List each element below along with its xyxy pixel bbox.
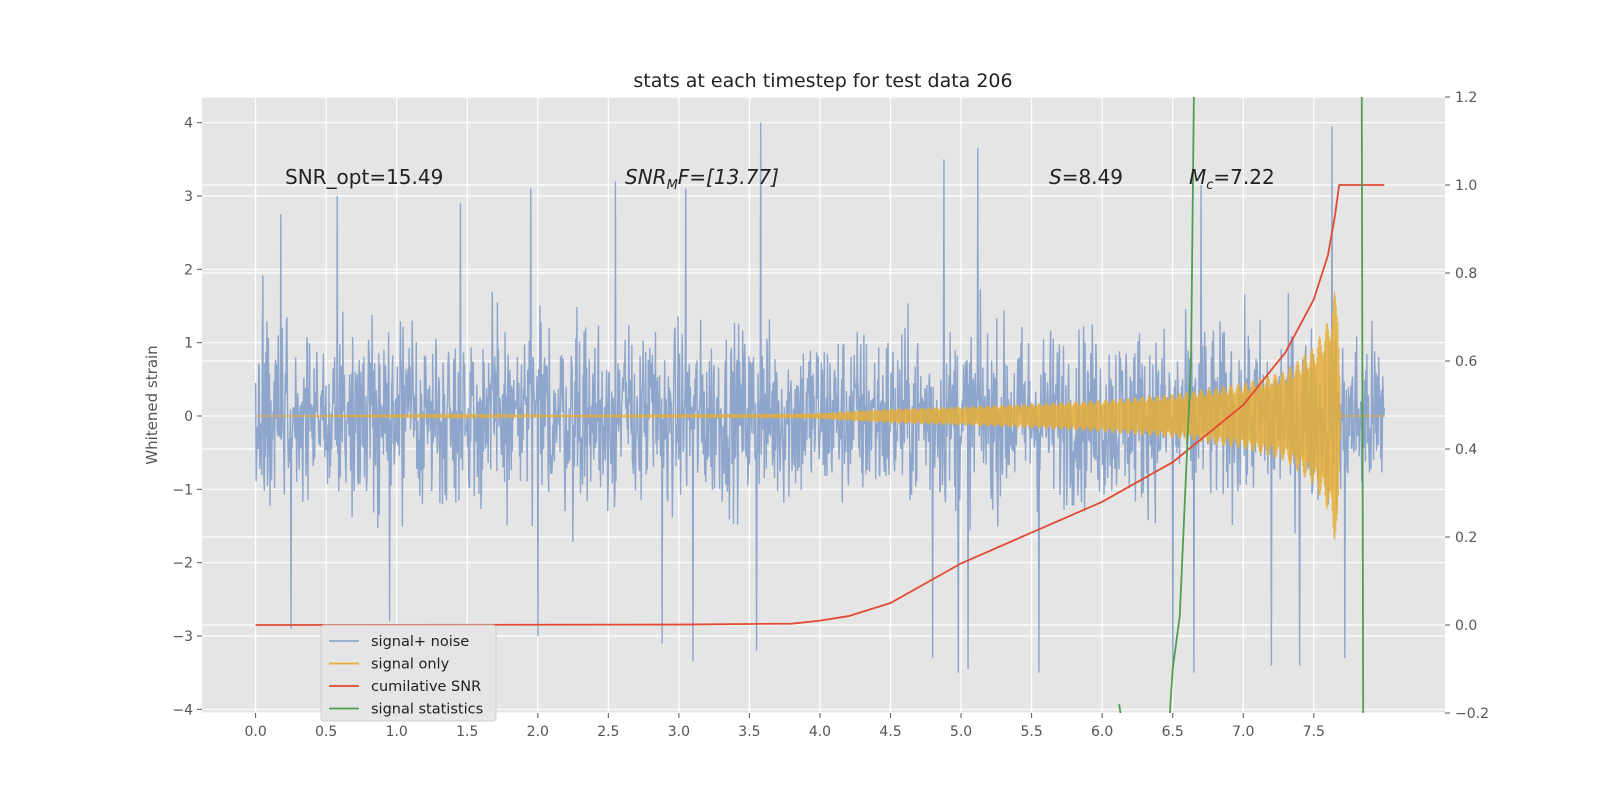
y-tick-label: 4 (184, 116, 193, 132)
y2-tick-label: 0.4 (1455, 442, 1477, 458)
legend-label: signal statistics (371, 702, 483, 718)
x-tick-label: 1.0 (386, 724, 408, 740)
annotation-snr-mf-value: F=[13.77] (678, 165, 779, 189)
x-tick-label: 0.0 (244, 724, 266, 740)
x-tick-label: 6.5 (1162, 724, 1184, 740)
y-tick-label: −4 (172, 702, 193, 718)
series-cumulative-snr (255, 184, 1385, 626)
signal-statistics-line (1168, 97, 1195, 713)
annotation-s: S=8.49 (1049, 165, 1123, 189)
legend-label: signal+ noise (371, 634, 469, 650)
y-tick-label: 3 (184, 189, 193, 205)
signal-statistics-line (1118, 704, 1122, 713)
y-tick-label: −2 (172, 556, 193, 572)
y2-tick-label: 0.8 (1455, 266, 1477, 282)
legend-box (320, 624, 497, 722)
signal-statistics-line (1360, 97, 1365, 713)
x-tick-label: 7.0 (1232, 724, 1254, 740)
y2-tick-label: 0.0 (1455, 618, 1477, 634)
y-tick-label: 2 (184, 262, 193, 278)
series-signal-statistics (1118, 97, 1365, 713)
y2-tick-label: −0.2 (1455, 706, 1489, 722)
y2-tick-label: 1.0 (1455, 178, 1477, 194)
x-tick-label: 5.5 (1020, 724, 1042, 740)
y-axis-label: Whitened strain (143, 345, 161, 464)
annotation-snr-opt: SNR_opt=15.49 (285, 165, 443, 189)
y-tick-label: 1 (184, 336, 193, 352)
annotation-mc: Mc=7.22 (1189, 165, 1275, 193)
y-tick-label: −3 (172, 629, 193, 645)
x-tick-label: 4.0 (809, 724, 831, 740)
y2-tick-label: 1.2 (1455, 90, 1477, 106)
y-tick-label: −1 (172, 482, 193, 498)
annotation-mc-subscript: c (1206, 178, 1213, 193)
legend: signal+ noise signal only cumilative SNR si… (320, 624, 497, 722)
legend-label: cumilative SNR (371, 679, 481, 695)
axis-ticks: 0.0 0.5 1.0 1.5 2.0 2.5 3.0 3.5 4.0 4.5 5.0 5.5 6.0 6… (172, 90, 1489, 740)
annotation-mc-value: =7.22 (1213, 165, 1274, 189)
annotation-snr-mf: SNRMF=[13.77] (625, 165, 779, 193)
x-tick-label: 1.5 (456, 724, 478, 740)
x-tick-label: 6.0 (1091, 724, 1113, 740)
y2-tick-label: 0.2 (1455, 530, 1477, 546)
x-tick-label: 3.5 (738, 724, 760, 740)
x-tick-label: 7.5 (1303, 724, 1325, 740)
cumulative-snr-line (255, 184, 1385, 626)
x-tick-label: 4.5 (879, 724, 901, 740)
x-tick-label: 3.0 (668, 724, 690, 740)
x-tick-label: 0.5 (315, 724, 337, 740)
x-tick-label: 2.0 (527, 724, 549, 740)
series-signal-only (255, 291, 1385, 540)
annotation-snr-mf-subscript: M (667, 178, 678, 193)
annotation-s-value: =8.49 (1062, 165, 1123, 189)
annotation-snr-mf-symbol: SNR (625, 165, 667, 189)
x-tick-label: 2.5 (597, 724, 619, 740)
chart-title: stats at each timestep for test data 206 (633, 70, 1012, 92)
annotation-s-symbol: S (1049, 165, 1062, 189)
x-tick-label: 5.0 (950, 724, 972, 740)
signal-only-line (255, 291, 1385, 540)
annotations: SNR_opt=15.49 SNRMF=[13.77] S=8.49 Mc=7.… (285, 165, 1275, 193)
legend-label: signal only (371, 657, 450, 673)
y-tick-label: 0 (184, 409, 193, 425)
annotation-mc-symbol: M (1189, 165, 1206, 189)
y2-tick-label: 0.6 (1455, 354, 1477, 370)
